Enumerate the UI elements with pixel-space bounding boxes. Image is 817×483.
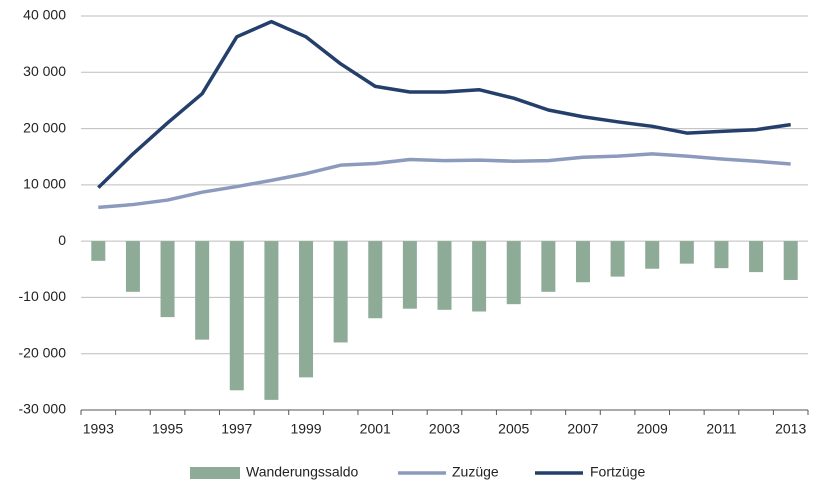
bar [749,241,764,273]
bar [679,241,694,264]
y-tick-label: 10 000 [23,176,66,192]
x-tick-label: 2011 [706,421,736,437]
bar [714,241,729,269]
bar [437,241,452,310]
bar [264,241,279,400]
y-tick-label: -30 000 [19,401,67,417]
bar [575,241,590,283]
bar [506,241,521,305]
bar [472,241,487,312]
bar [368,241,383,319]
bar [160,241,175,318]
bar [91,241,106,261]
legend-label: Zuzüge [452,464,499,480]
x-tick-label: 2003 [429,421,460,437]
x-tick-label: 1995 [152,421,183,437]
y-tick-label: 0 [58,232,66,248]
bar [229,241,244,391]
line [98,152,791,210]
bar [195,241,210,340]
bar [333,241,348,343]
bar [125,241,140,292]
x-tick-label: 1997 [221,421,252,437]
bar [541,241,556,292]
line [97,19,791,189]
y-tick-label: -10 000 [19,288,67,304]
x-tick-label: 2005 [498,421,529,437]
x-tick-label: 1993 [83,421,114,437]
bar [402,241,417,309]
legend-label: Wanderungssaldo [246,464,359,480]
y-tick-label: 20 000 [23,119,66,135]
bar [299,241,314,378]
x-tick-label: 1999 [290,421,321,437]
y-tick-label: 40 000 [23,7,66,23]
legend-swatch [190,467,240,479]
y-tick-label: 30 000 [23,63,66,79]
bar [610,241,625,277]
y-tick-label: -20 000 [19,344,67,360]
x-tick-label: 2007 [567,421,598,437]
x-tick-label: 2013 [775,421,806,437]
bar [645,241,660,269]
x-tick-label: 2009 [637,421,668,437]
bar [783,241,798,280]
legend-label: Fortzüge [590,464,645,480]
x-tick-label: 2001 [360,421,391,437]
